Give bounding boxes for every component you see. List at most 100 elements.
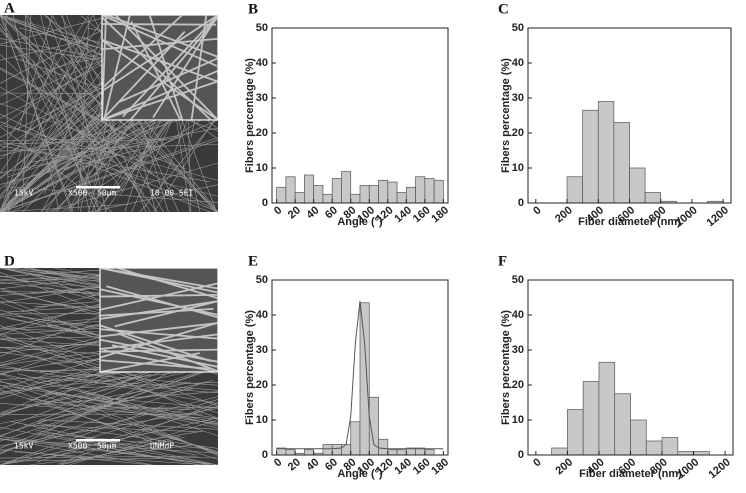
- y-tick-label: 40: [256, 309, 268, 321]
- fiber: [0, 373, 152, 416]
- bar: [551, 447, 568, 456]
- fiber: [60, 381, 219, 389]
- fiber: [0, 333, 219, 419]
- scale-bar: [76, 439, 120, 442]
- panel-label: D: [4, 253, 15, 269]
- fiber: [35, 366, 219, 432]
- bar: [387, 449, 398, 456]
- image-caption: UNMdP: [150, 442, 174, 451]
- bar: [368, 185, 379, 204]
- fit-line: [276, 300, 444, 450]
- x-tick-label: 1000: [675, 456, 701, 481]
- fiber: [35, 370, 153, 399]
- y-tick-label: 20: [512, 379, 524, 391]
- bar: [285, 449, 296, 456]
- fiber: [0, 144, 219, 152]
- bar: [378, 438, 389, 456]
- x-tick-label: 140: [392, 456, 414, 477]
- fiber: [78, 16, 90, 211]
- inset-fiber: [99, 333, 219, 351]
- bar: [629, 167, 646, 204]
- y-tick-label: 50: [512, 22, 524, 34]
- x-tick-label: 1200: [705, 204, 731, 229]
- image-caption: 15kV: [14, 189, 33, 198]
- y-tick-label: 10: [512, 414, 524, 426]
- fiber: [43, 404, 192, 410]
- x-tick-label: 40: [304, 456, 321, 473]
- inset-texture: [101, 14, 219, 121]
- inset-fiber: [101, 80, 219, 121]
- y-tick-label: 0: [518, 197, 524, 209]
- y-tick-label: 10: [256, 162, 268, 174]
- fiber: [46, 432, 209, 450]
- bar: [304, 449, 315, 456]
- fiber: [0, 365, 219, 404]
- x-tick-label: 20: [286, 204, 303, 221]
- y-tick-label: 30: [512, 92, 524, 104]
- fiber: [0, 430, 203, 466]
- bar: [341, 444, 352, 456]
- image-caption: 50μm: [97, 442, 116, 451]
- fiber: [48, 19, 103, 168]
- y-tick-label: 20: [512, 127, 524, 139]
- inset-fiber: [106, 285, 219, 319]
- fiber: [0, 138, 169, 145]
- fiber: [0, 55, 120, 119]
- bar: [359, 302, 370, 456]
- image-caption: X500: [68, 189, 87, 198]
- panel-label: C: [498, 1, 509, 17]
- inset-fiber: [103, 14, 131, 121]
- fiber: [0, 396, 219, 452]
- inset-fiber: [99, 308, 214, 317]
- fiber: [0, 367, 219, 442]
- y-tick-label: 0: [262, 449, 268, 461]
- x-tick-label: 0: [531, 456, 543, 469]
- inset-fiber: [99, 352, 200, 373]
- bar: [566, 176, 584, 204]
- y-tick-label: 40: [512, 57, 524, 69]
- x-tick-label: 1200: [706, 456, 732, 481]
- fiber: [0, 455, 199, 459]
- fiber: [0, 384, 163, 447]
- x-tick-label: 140: [392, 204, 414, 225]
- inset: [101, 14, 219, 121]
- bar: [567, 409, 584, 456]
- bar: [331, 178, 342, 204]
- inset-fiber: [122, 14, 219, 118]
- bar: [285, 176, 296, 204]
- fiber: [0, 364, 219, 414]
- y-axis-title: Fibers percentage (%): [244, 310, 256, 425]
- x-tick-label: 200: [553, 204, 575, 225]
- y-axis-title: Fibers percentage (%): [244, 58, 256, 173]
- inset-fiber: [101, 69, 219, 121]
- fiber: [38, 379, 214, 423]
- fiber: [0, 137, 219, 213]
- fiber: [0, 337, 164, 388]
- x-tick-label: 160: [411, 456, 433, 477]
- fiber: [0, 351, 90, 365]
- fiber: [0, 373, 219, 455]
- fiber: [17, 14, 53, 133]
- y-tick-label: 0: [518, 449, 524, 461]
- inset-fiber: [114, 300, 219, 328]
- y-tick-label: 10: [512, 162, 524, 174]
- fiber: [0, 139, 219, 213]
- fiber: [40, 419, 219, 430]
- fiber: [4, 186, 219, 203]
- image-caption: 15kV: [14, 442, 33, 451]
- bar: [424, 178, 435, 204]
- image-caption: 50μm: [97, 189, 116, 198]
- fiber: [0, 27, 158, 213]
- fiber: [0, 14, 107, 174]
- fiber: [25, 14, 29, 100]
- fiber: [141, 429, 219, 452]
- bar: [415, 176, 426, 204]
- fiber: [28, 398, 219, 424]
- fiber: [36, 405, 219, 463]
- image-caption: 10 00 SEI: [150, 189, 194, 198]
- fiber: [44, 393, 219, 409]
- y-tick-label: 50: [256, 274, 268, 286]
- bar: [322, 193, 333, 204]
- y-tick-label: 20: [256, 379, 268, 391]
- y-tick-label: 30: [256, 92, 268, 104]
